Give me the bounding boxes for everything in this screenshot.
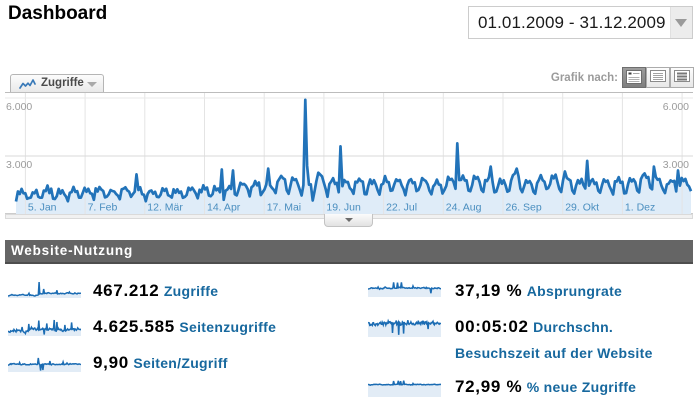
svg-text:19. Jun: 19. Jun (326, 202, 361, 214)
svg-text:24. Aug: 24. Aug (446, 202, 482, 214)
svg-text:12. Mär: 12. Mär (147, 202, 183, 214)
svg-text:7. Feb: 7. Feb (88, 202, 118, 214)
svg-text:14. Apr: 14. Apr (207, 202, 241, 214)
svg-text:5. Jan: 5. Jan (28, 202, 57, 214)
svg-text:29. Okt: 29. Okt (565, 202, 599, 214)
svg-text:22. Jul: 22. Jul (386, 202, 417, 214)
svg-text:1. Dez: 1. Dez (625, 202, 655, 214)
svg-text:17. Mai: 17. Mai (267, 202, 301, 214)
svg-text:26. Sep: 26. Sep (506, 202, 542, 214)
